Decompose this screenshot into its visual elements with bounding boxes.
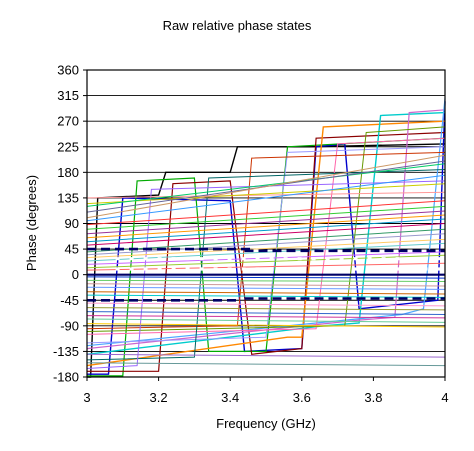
y-tick-label: 0 xyxy=(72,267,79,282)
series-line xyxy=(86,200,446,226)
y-tick-label: 180 xyxy=(57,165,79,180)
series-line xyxy=(86,286,446,290)
y-tick-label: 225 xyxy=(57,139,79,154)
series-line xyxy=(86,283,446,287)
series-line xyxy=(86,353,446,358)
series-line xyxy=(86,214,446,239)
y-tick-label: 270 xyxy=(57,114,79,129)
y-axis-label: Phase (degrees) xyxy=(24,175,39,271)
series-line xyxy=(86,302,446,307)
series-line xyxy=(86,233,446,256)
series-line xyxy=(86,146,446,344)
series-line xyxy=(86,120,446,367)
x-tick-label: 4 xyxy=(441,390,448,405)
y-tick-label: 360 xyxy=(57,63,79,78)
series-line xyxy=(86,210,446,235)
series-line xyxy=(86,294,446,298)
series-line xyxy=(86,307,446,311)
series-line xyxy=(86,205,446,230)
series-line xyxy=(86,174,446,222)
series-line xyxy=(86,362,446,367)
series-line xyxy=(86,291,446,295)
y-tick-label: 315 xyxy=(57,88,79,103)
series-line xyxy=(86,318,446,323)
y-tick-label: 90 xyxy=(65,216,79,231)
series-line xyxy=(86,223,446,246)
series-line xyxy=(86,262,446,271)
gridlines xyxy=(87,69,445,378)
series-line xyxy=(86,251,446,265)
x-tick-label: 3 xyxy=(83,390,90,405)
y-tick-label: 135 xyxy=(57,190,79,205)
x-tick-label: 3.6 xyxy=(293,390,311,405)
y-tick-label: -45 xyxy=(60,293,79,308)
x-tick-label: 3.8 xyxy=(364,390,382,405)
series-line xyxy=(86,191,446,199)
x-axis-label: Frequency (GHz) xyxy=(216,416,316,431)
y-tick-labels: 360 315 270 225 180 135 90 45 0 -45 -90 -135 -180 xyxy=(53,63,87,385)
series-line xyxy=(86,276,446,279)
plot-series xyxy=(86,98,446,378)
series-line xyxy=(86,218,446,243)
x-tick-label: 3.4 xyxy=(221,390,239,405)
series-line xyxy=(86,238,446,259)
series-line xyxy=(86,323,446,328)
y-tick-label: -180 xyxy=(53,370,79,385)
series-line xyxy=(86,311,446,315)
series-line xyxy=(86,183,446,205)
series-line xyxy=(86,154,446,219)
series-line xyxy=(86,279,446,282)
x-tick-labels: 3 3.2 3.4 3.6 3.8 4 xyxy=(83,377,449,405)
series-line xyxy=(86,254,446,269)
x-tick-label: 3.2 xyxy=(150,390,168,405)
y-tick-label: -90 xyxy=(60,318,79,333)
chart-title: Raw relative phase states xyxy=(163,18,312,33)
y-tick-label: -135 xyxy=(53,344,79,359)
y-tick-label: 45 xyxy=(65,242,79,257)
series-line xyxy=(86,315,446,319)
series-line xyxy=(86,163,446,207)
series-line xyxy=(87,143,446,378)
series-line xyxy=(86,111,446,355)
